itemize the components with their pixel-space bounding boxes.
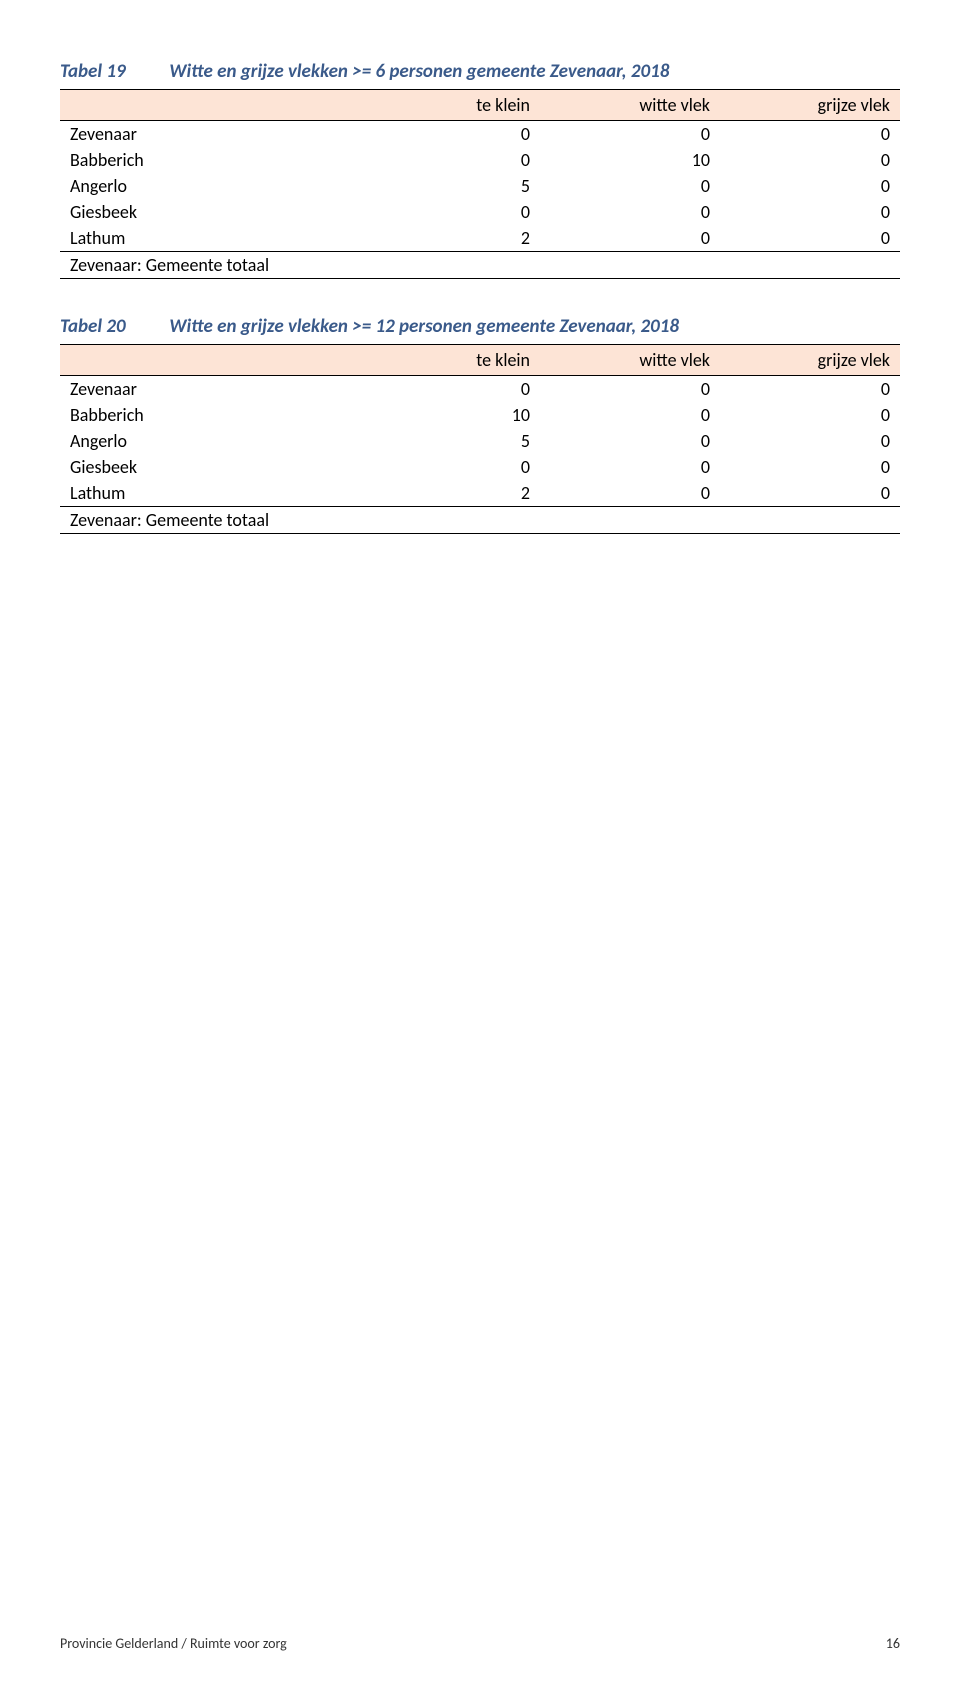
row-val: 0 (720, 225, 900, 252)
row-val: 0 (720, 147, 900, 173)
row-val: 0 (540, 376, 720, 403)
total-val (720, 507, 900, 534)
row-val: 0 (360, 199, 540, 225)
table-19-caption: Tabel 19 Witte en grijze vlekken >= 6 pe… (60, 60, 900, 83)
row-val: 0 (720, 480, 900, 507)
total-label: Zevenaar: Gemeente totaal (60, 507, 360, 534)
row-val: 2 (360, 480, 540, 507)
total-val (360, 507, 540, 534)
row-val: 0 (720, 173, 900, 199)
row-val: 0 (540, 225, 720, 252)
row-val: 0 (720, 121, 900, 148)
row-val: 0 (540, 199, 720, 225)
table-row: Angerlo 5 0 0 (60, 173, 900, 199)
row-val: 0 (360, 376, 540, 403)
total-val (720, 252, 900, 279)
row-val: 0 (540, 454, 720, 480)
row-val: 0 (540, 173, 720, 199)
table-20: te klein witte vlek grijze vlek Zevenaar… (60, 344, 900, 534)
row-label: Angerlo (60, 173, 360, 199)
row-val: 10 (540, 147, 720, 173)
table-row: Babberich 10 0 0 (60, 402, 900, 428)
table-19: te klein witte vlek grijze vlek Zevenaar… (60, 89, 900, 279)
row-label: Babberich (60, 147, 360, 173)
row-val: 5 (360, 173, 540, 199)
total-label: Zevenaar: Gemeente totaal (60, 252, 360, 279)
table-row: Lathum 2 0 0 (60, 480, 900, 507)
row-label: Zevenaar (60, 376, 360, 403)
row-val: 0 (720, 199, 900, 225)
row-val: 2 (360, 225, 540, 252)
row-val: 0 (720, 376, 900, 403)
table-20-h1: te klein (360, 345, 540, 376)
table-19-total-row: Zevenaar: Gemeente totaal (60, 252, 900, 279)
row-val: 0 (720, 428, 900, 454)
total-val (540, 507, 720, 534)
table-20-caption: Tabel 20 Witte en grijze vlekken >= 12 p… (60, 315, 900, 338)
table-20-h2: witte vlek (540, 345, 720, 376)
table-20-total-row: Zevenaar: Gemeente totaal (60, 507, 900, 534)
row-val: 0 (720, 402, 900, 428)
row-label: Zevenaar (60, 121, 360, 148)
table-row: Babberich 0 10 0 (60, 147, 900, 173)
table-19-h2: witte vlek (540, 90, 720, 121)
table-19-h1: te klein (360, 90, 540, 121)
row-val: 10 (360, 402, 540, 428)
row-val: 0 (360, 121, 540, 148)
row-label: Lathum (60, 480, 360, 507)
table-19-label: Tabel 19 (60, 60, 165, 83)
row-label: Giesbeek (60, 454, 360, 480)
table-19-h0 (60, 90, 360, 121)
row-val: 0 (540, 428, 720, 454)
table-20-header-row: te klein witte vlek grijze vlek (60, 345, 900, 376)
table-19-header-row: te klein witte vlek grijze vlek (60, 90, 900, 121)
table-row: Zevenaar 0 0 0 (60, 121, 900, 148)
row-val: 0 (720, 454, 900, 480)
row-val: 0 (540, 480, 720, 507)
table-row: Lathum 2 0 0 (60, 225, 900, 252)
page-number: 16 (886, 1635, 900, 1652)
table-row: Giesbeek 0 0 0 (60, 199, 900, 225)
row-label: Lathum (60, 225, 360, 252)
table-20-h3: grijze vlek (720, 345, 900, 376)
row-val: 0 (540, 402, 720, 428)
total-val (360, 252, 540, 279)
row-val: 0 (360, 147, 540, 173)
row-label: Giesbeek (60, 199, 360, 225)
row-label: Angerlo (60, 428, 360, 454)
total-val (540, 252, 720, 279)
table-row: Zevenaar 0 0 0 (60, 376, 900, 403)
table-20-h0 (60, 345, 360, 376)
row-val: 0 (360, 454, 540, 480)
page-footer: Provincie Gelderland / Ruimte voor zorg … (60, 1635, 900, 1652)
footer-left: Provincie Gelderland / Ruimte voor zorg (60, 1635, 287, 1652)
row-val: 5 (360, 428, 540, 454)
row-val: 0 (540, 121, 720, 148)
table-20-title: Witte en grijze vlekken >= 12 personen g… (169, 315, 679, 338)
row-label: Babberich (60, 402, 360, 428)
table-19-title: Witte en grijze vlekken >= 6 personen ge… (169, 60, 669, 83)
table-20-label: Tabel 20 (60, 315, 165, 338)
table-row: Giesbeek 0 0 0 (60, 454, 900, 480)
table-19-h3: grijze vlek (720, 90, 900, 121)
table-row: Angerlo 5 0 0 (60, 428, 900, 454)
